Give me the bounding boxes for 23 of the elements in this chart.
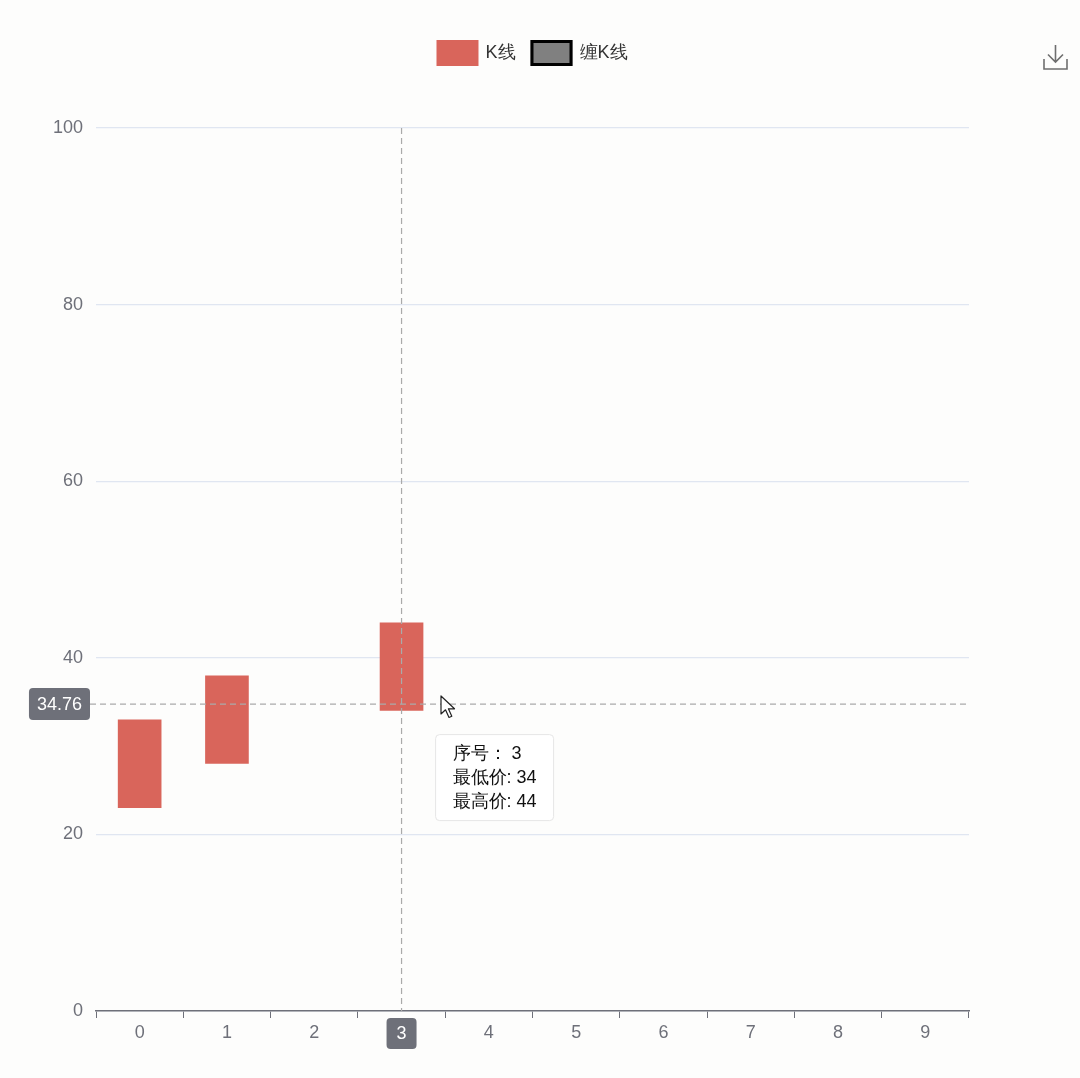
x-tick-label: 7 bbox=[745, 1021, 756, 1042]
x-tick-label: 2 bbox=[309, 1021, 320, 1042]
x-tick-label: 9 bbox=[920, 1021, 931, 1042]
bar bbox=[117, 719, 162, 808]
y-tick-label: 100 bbox=[52, 116, 83, 137]
x-tick-label: 1 bbox=[221, 1021, 232, 1042]
bar bbox=[379, 622, 424, 711]
legend-label: K线 bbox=[485, 41, 516, 62]
y-tick-label: 40 bbox=[62, 646, 83, 667]
x-tick-label: 8 bbox=[833, 1021, 844, 1042]
y-tick-label: 0 bbox=[72, 999, 83, 1020]
x-tick-label: 3 bbox=[396, 1022, 407, 1043]
x-tick-label: 5 bbox=[571, 1021, 582, 1042]
annotation: 序号： 3 最低价: 34 最高价: 44 bbox=[452, 742, 537, 811]
x-tick-label: 4 bbox=[483, 1021, 494, 1042]
y-tick-label: 60 bbox=[62, 470, 83, 491]
y-tick-label: 80 bbox=[62, 293, 83, 314]
x-tick-label: 6 bbox=[658, 1021, 669, 1042]
y-tick-label: 20 bbox=[62, 823, 83, 844]
legend-label: 缠K线 bbox=[579, 41, 628, 62]
bar bbox=[205, 675, 249, 764]
ref-line-label: 34.76 bbox=[36, 694, 82, 715]
x-tick-label: 0 bbox=[134, 1021, 145, 1042]
